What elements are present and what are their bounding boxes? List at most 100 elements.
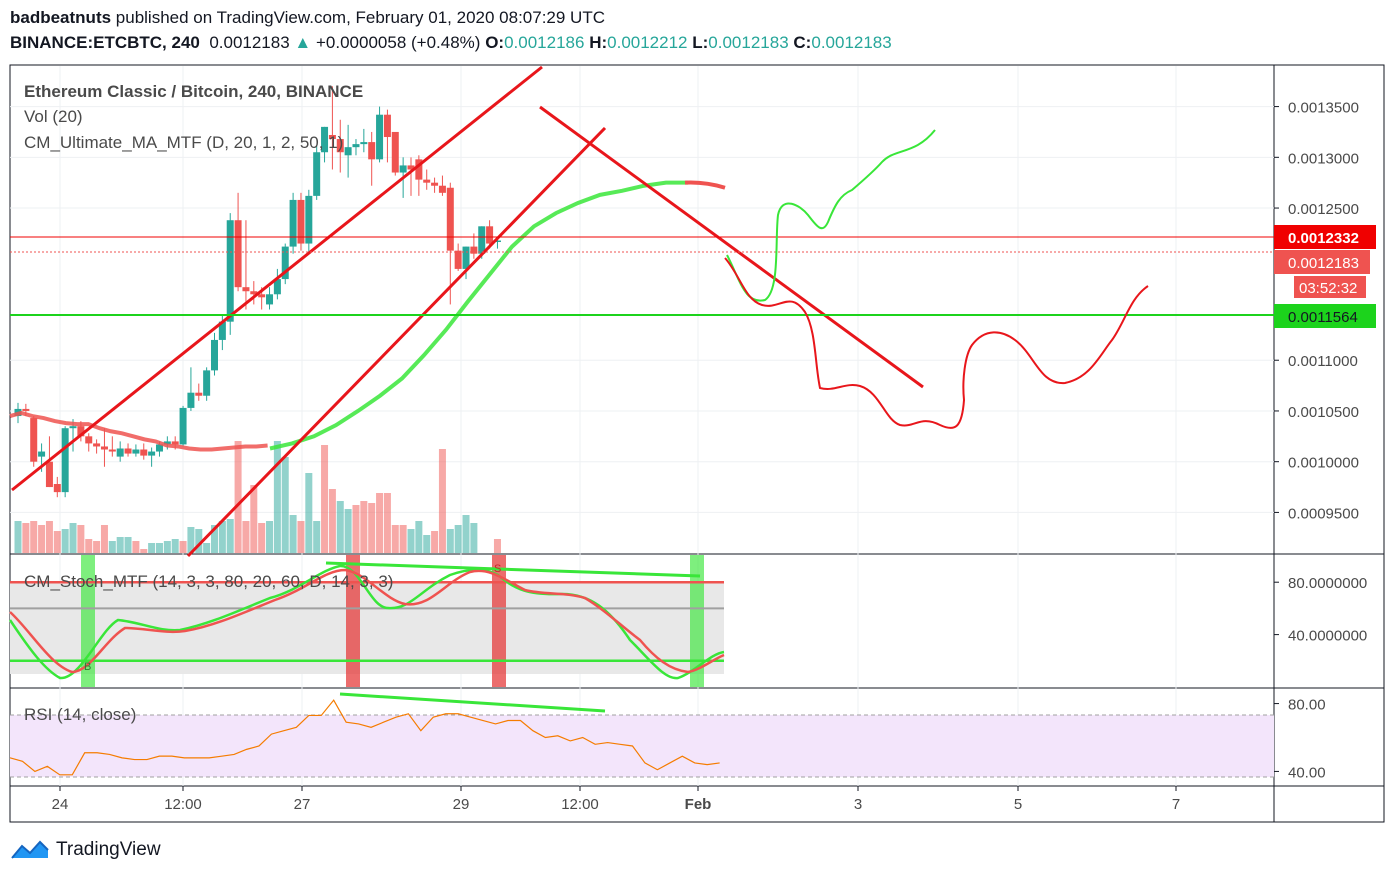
candle-body: [85, 436, 93, 444]
time-axis-label: 24: [52, 796, 69, 813]
volume-bar: [30, 521, 38, 553]
candle-body: [462, 246, 470, 269]
price-axis-label: 0.0013000: [1288, 150, 1359, 167]
volume-bar: [391, 525, 399, 553]
volume-bar: [132, 541, 140, 553]
candle-body: [93, 443, 101, 447]
time-axis-label: 7: [1172, 796, 1180, 813]
volume-bar: [242, 521, 250, 553]
candle-body: [273, 279, 281, 295]
candle-body: [383, 114, 391, 138]
volume-bar: [305, 473, 313, 553]
stoch-signal-column: [346, 555, 360, 687]
candle-body: [297, 199, 305, 244]
bullish-projection-path: [726, 129, 936, 302]
last-price-badge: [1274, 250, 1370, 274]
volume-bar: [446, 529, 454, 553]
candle-body: [281, 246, 289, 280]
rsi-axis-label: 40.00: [1288, 764, 1326, 781]
volume-bar: [352, 505, 360, 553]
volume-bar: [383, 493, 391, 553]
countdown-badge: [1294, 276, 1366, 298]
candle-body: [242, 287, 250, 292]
candle-body: [344, 147, 352, 156]
candle-body: [289, 199, 297, 247]
candle-body: [313, 152, 321, 196]
candle-body: [478, 226, 486, 254]
tradingview-logo-icon: [11, 840, 49, 859]
candle-body: [100, 446, 108, 450]
volume-bar: [407, 529, 415, 553]
volume-bar: [14, 521, 22, 553]
candle-body: [187, 392, 195, 408]
candle-body: [77, 426, 85, 437]
volume-bar: [100, 525, 108, 553]
volume-bar: [328, 489, 336, 553]
volume-bar: [399, 525, 407, 553]
close-label: C:: [793, 33, 812, 52]
volume-bar: [211, 525, 218, 553]
candle-body: [211, 339, 218, 371]
volume-bar: [281, 457, 289, 553]
candle-body: [423, 179, 431, 183]
volume-bar: [415, 521, 423, 553]
candle-body: [486, 226, 494, 244]
stoch-axis-label: 40.0000000: [1288, 628, 1367, 645]
close-value: 0.0012183: [811, 33, 892, 52]
volume-bar: [423, 535, 431, 553]
candle-body: [140, 449, 148, 456]
volume-bar: [273, 441, 281, 553]
volume-bar: [218, 521, 226, 553]
candle-body: [171, 441, 179, 445]
channel-upper-line: [11, 65, 543, 492]
candle-body: [218, 321, 226, 340]
stoch-lines: SB: [8, 561, 725, 680]
volume-bar: [93, 541, 101, 553]
stoch-buy-marker: B: [84, 661, 91, 673]
volume-bar: [258, 523, 266, 553]
candle-body: [431, 182, 439, 186]
ma-daily-20-extension: [684, 180, 726, 190]
candle-body: [407, 165, 415, 170]
stoch-signal-columns: [81, 555, 704, 687]
candle-body: [360, 142, 368, 145]
volume-bar: [171, 539, 179, 553]
volume-bar: [360, 501, 368, 553]
candle-body: [195, 392, 203, 396]
volume-bar: [22, 523, 30, 553]
bearish-projection-path: [724, 257, 1149, 429]
candle-body: [391, 131, 399, 173]
volume-bar: [38, 525, 46, 553]
volume-bar: [250, 485, 258, 553]
rsi-series-line: [9, 699, 720, 776]
time-axis-label: 12:00: [561, 796, 599, 813]
volume-bar: [148, 543, 156, 553]
volume-bar: [344, 509, 352, 553]
candle-body: [148, 451, 156, 456]
volume-bar: [140, 549, 148, 553]
volume-bar: [203, 543, 211, 553]
ma-daily-20-line: [9, 410, 268, 452]
candle-body: [108, 449, 116, 452]
stoch-d-line: [9, 568, 725, 674]
candle-body: [493, 240, 501, 243]
candle-body: [30, 418, 38, 462]
volume-bar: [53, 531, 61, 553]
stoch-signal-column: [492, 555, 506, 687]
ma-legend: CM_Ultimate_MA_MTF (D, 20, 1, 2, 50, 1): [24, 133, 343, 152]
up-arrow-icon: ▲: [294, 33, 312, 52]
volume-bar: [297, 521, 305, 553]
publisher-user[interactable]: badbeatnuts: [10, 8, 112, 27]
candle-body: [352, 144, 360, 148]
candle-body: [454, 250, 462, 269]
candle-body: [234, 220, 242, 288]
ma-daily-50-line: [269, 180, 688, 451]
stoch-signal-column: [81, 555, 95, 687]
footer-brand[interactable]: TradingView: [10, 838, 161, 862]
volume-bar: [124, 537, 132, 553]
candle-body: [132, 449, 140, 454]
candle-body: [179, 407, 187, 445]
time-axis-label: 5: [1014, 796, 1022, 813]
volume-bar: [234, 441, 242, 553]
